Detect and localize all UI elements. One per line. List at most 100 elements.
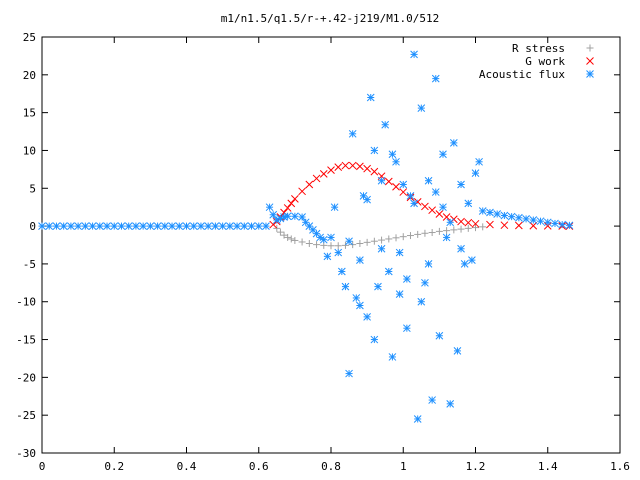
point-acoustic-flux: [363, 313, 371, 321]
point-acoustic-flux: [388, 150, 397, 159]
point-acoustic-flux: [74, 222, 82, 230]
point-acoustic-flux: [67, 222, 75, 230]
point-acoustic-flux: [558, 220, 567, 229]
point-r-stress: [378, 236, 386, 244]
point-acoustic-flux: [38, 222, 46, 230]
y-axis: -30 -25 -20 -15 -10 -5 0 5 10 15 20 25: [16, 31, 620, 460]
point-acoustic-flux: [403, 275, 411, 283]
point-acoustic-flux: [88, 222, 97, 230]
legend-marker-g-work: [586, 57, 594, 65]
point-g-work: [421, 202, 429, 211]
point-acoustic-flux: [457, 180, 465, 189]
point-r-stress: [370, 237, 378, 245]
y-tick-label: -25: [16, 409, 36, 422]
legend-symbol-r-stress: [586, 44, 594, 52]
point-acoustic-flux: [298, 213, 306, 221]
point-acoustic-flux: [403, 324, 411, 333]
point-acoustic-flux: [117, 222, 126, 230]
point-acoustic-flux: [475, 157, 483, 166]
point-acoustic-flux: [377, 244, 386, 253]
point-r-stress: [472, 224, 479, 232]
point-g-work: [384, 177, 393, 186]
x-tick-label: 1.2: [466, 460, 486, 473]
point-acoustic-flux: [431, 74, 440, 83]
point-acoustic-flux: [395, 290, 404, 299]
point-acoustic-flux: [254, 222, 263, 230]
point-acoustic-flux: [132, 222, 140, 230]
point-g-work: [464, 218, 473, 227]
point-g-work: [399, 188, 408, 196]
point-r-stress: [363, 238, 371, 246]
point-g-work: [514, 221, 523, 230]
y-tick-label: 5: [29, 182, 36, 195]
point-r-stress: [334, 242, 342, 250]
point-acoustic-flux: [352, 294, 361, 302]
point-acoustic-flux: [366, 93, 375, 102]
point-g-work: [370, 167, 379, 176]
point-g-work: [312, 174, 321, 183]
point-acoustic-flux: [410, 50, 418, 59]
point-g-work: [543, 222, 552, 230]
point-acoustic-flux: [431, 188, 440, 196]
point-acoustic-flux: [417, 297, 426, 306]
point-r-stress: [287, 235, 295, 243]
point-acoustic-flux: [392, 157, 400, 166]
point-acoustic-flux: [45, 222, 54, 230]
y-tick-label: -15: [16, 334, 36, 347]
point-acoustic-flux: [225, 222, 234, 230]
x-tick-label: 0.6: [249, 460, 269, 473]
point-acoustic-flux: [551, 219, 559, 228]
legend-marker-acoustic-flux: [586, 70, 594, 78]
chart-title: m1/n1.5/q1.5/r-+.42-j219/M1.0/512: [221, 12, 440, 25]
point-acoustic-flux: [439, 203, 447, 212]
point-acoustic-flux: [330, 203, 339, 212]
point-acoustic-flux: [442, 233, 451, 242]
series-g-work: [269, 161, 574, 230]
legend: R stress G work Acoustic flux: [479, 42, 594, 81]
point-r-stress: [392, 234, 400, 242]
point-g-work: [283, 204, 292, 212]
point-acoustic-flux: [507, 212, 516, 221]
point-acoustic-flux: [247, 222, 256, 230]
legend-label-acoustic-flux: Acoustic flux: [479, 68, 565, 81]
point-acoustic-flux: [522, 215, 530, 223]
point-r-stress: [464, 224, 472, 232]
point-acoustic-flux: [464, 199, 473, 208]
point-acoustic-flux: [424, 176, 433, 185]
point-g-work: [457, 217, 465, 226]
point-acoustic-flux: [189, 222, 198, 230]
point-acoustic-flux: [478, 207, 487, 215]
y-tick-label: 10: [23, 144, 36, 157]
point-acoustic-flux: [493, 210, 502, 218]
point-acoustic-flux: [446, 399, 455, 408]
series-acoustic-flux: [38, 50, 574, 423]
point-acoustic-flux: [457, 244, 465, 253]
y-tick-label: -30: [16, 447, 36, 460]
point-g-work: [392, 182, 400, 191]
point-g-work: [319, 170, 328, 178]
point-acoustic-flux: [334, 248, 343, 257]
point-acoustic-flux: [160, 222, 169, 230]
point-acoustic-flux: [348, 129, 357, 138]
point-acoustic-flux: [399, 180, 408, 189]
point-acoustic-flux: [428, 396, 437, 404]
point-acoustic-flux: [384, 267, 393, 276]
point-g-work: [529, 221, 538, 230]
point-r-stress: [414, 230, 422, 238]
point-acoustic-flux: [153, 222, 162, 230]
point-acoustic-flux: [233, 222, 241, 230]
point-r-stress: [276, 228, 284, 236]
x-tick-label: 0.2: [104, 460, 124, 473]
point-g-work: [363, 164, 371, 173]
point-acoustic-flux: [240, 222, 249, 230]
point-g-work: [305, 180, 314, 189]
point-r-stress: [406, 232, 414, 240]
point-r-stress: [457, 225, 465, 233]
point-r-stress: [450, 226, 458, 234]
point-acoustic-flux: [424, 260, 433, 268]
point-acoustic-flux: [146, 222, 155, 230]
point-acoustic-flux: [204, 222, 213, 230]
point-acoustic-flux: [323, 252, 332, 261]
point-acoustic-flux: [345, 369, 353, 378]
point-acoustic-flux: [410, 199, 418, 208]
